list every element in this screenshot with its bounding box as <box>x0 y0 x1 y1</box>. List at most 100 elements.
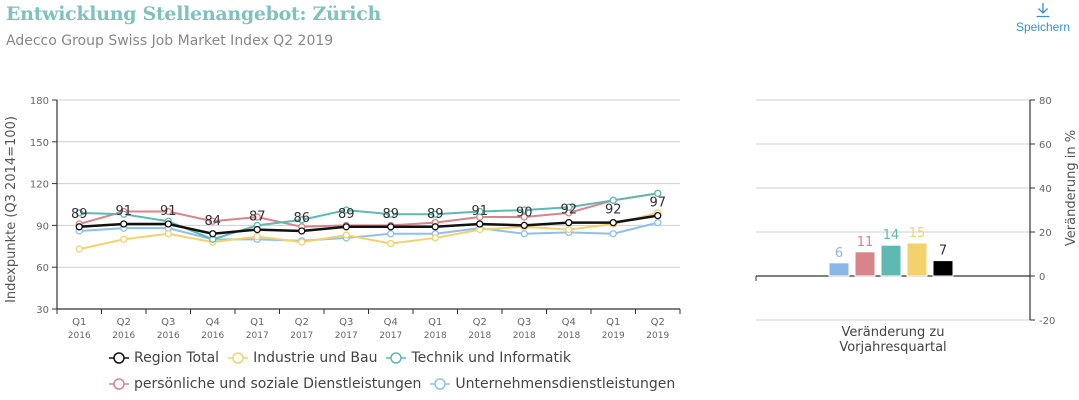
legend-label: Technik und Informatik <box>411 350 571 366</box>
data-point <box>342 231 350 239</box>
data-point <box>298 227 306 235</box>
bar-value-label: 7 <box>939 244 947 259</box>
y-tick-label: 90 <box>36 221 49 232</box>
legend-label: Region Total <box>134 350 220 366</box>
x-tick-label-quarter: Q3 <box>339 317 353 328</box>
legend-item[interactable]: persönliche und soziale Dienstleistungen <box>108 376 421 392</box>
x-tick-label-year: 2017 <box>335 331 358 341</box>
y-tick-label: 120 <box>30 180 49 191</box>
data-point <box>387 223 395 231</box>
data-point <box>75 245 83 253</box>
data-point <box>120 220 128 228</box>
y-tick-label: 40 <box>1039 184 1052 195</box>
series-line-3 <box>79 192 658 241</box>
data-point <box>520 213 528 221</box>
data-label: 92 <box>605 203 622 218</box>
x-tick-label-year: 2018 <box>468 331 491 341</box>
data-label: 86 <box>293 211 310 226</box>
x-tick-label-year: 2018 <box>557 331 580 341</box>
data-point <box>431 234 439 242</box>
legend-marker-icon <box>386 352 407 364</box>
data-point <box>520 230 528 238</box>
data-point <box>164 220 172 228</box>
line-chart: 30 60 90 120 150 180 Q1 2016 Q2 2016 Q3 2016 Q4 2016 Q… <box>4 96 681 341</box>
data-point <box>654 218 662 227</box>
data-point <box>609 218 617 227</box>
y-tick-label: 60 <box>1039 140 1052 151</box>
data-point <box>120 235 128 243</box>
data-point <box>387 230 395 238</box>
x-tick-label-year: 2017 <box>290 331 313 341</box>
legend-row: Region Total Industrie und Bau Technik und… <box>108 350 579 369</box>
bar <box>932 260 954 277</box>
x-tick-label-quarter: Q4 <box>384 317 398 328</box>
bar <box>828 262 850 277</box>
data-point <box>609 230 617 238</box>
x-tick-label-quarter: Q1 <box>250 317 264 328</box>
data-label: 91 <box>115 204 132 219</box>
data-point <box>253 232 261 241</box>
data-label: 87 <box>249 210 266 225</box>
x-tick-label-quarter: Q3 <box>517 317 531 328</box>
series-line-2 <box>78 192 658 228</box>
legend-label: persönliche und soziale Dienstleistungen <box>134 376 422 392</box>
x-axis-label-line1: Veränderung zu <box>842 325 945 340</box>
x-tick-label-year: 2019 <box>602 331 625 341</box>
data-point <box>476 220 484 228</box>
legend-item[interactable]: Unternehmensdienstleistungen <box>429 376 675 392</box>
x-tick-label-year: 2016 <box>112 331 135 341</box>
legend-marker-icon <box>109 378 129 390</box>
x-tick-label-quarter: Q4 <box>206 317 220 328</box>
x-tick-label-quarter: Q1 <box>428 317 442 328</box>
bar-value-label: 14 <box>883 228 900 243</box>
x-tick-label-year: 2019 <box>646 331 669 341</box>
data-point <box>253 225 261 234</box>
data-label: 84 <box>204 214 221 229</box>
bar <box>854 251 876 277</box>
bar-value-label: 15 <box>909 226 926 241</box>
data-point <box>654 211 662 220</box>
y-tick-label: 180 <box>30 96 49 107</box>
legend-item[interactable]: Technik und Informatik <box>385 350 571 366</box>
data-point <box>565 203 573 211</box>
chart-title: Entwicklung Stellenangebot: Zürich <box>6 3 382 25</box>
x-tick-label-quarter: Q2 <box>295 317 309 328</box>
data-point <box>431 210 439 218</box>
data-point <box>298 238 306 246</box>
data-point <box>387 239 395 248</box>
save-button[interactable]: Speichern <box>1013 2 1073 34</box>
x-tick-label-year: 2017 <box>379 331 402 341</box>
data-label: 92 <box>560 203 577 218</box>
y-tick-label: 80 <box>1039 96 1052 107</box>
x-tick-label-quarter: Q2 <box>473 317 487 328</box>
data-point <box>298 216 306 224</box>
x-tick-label-quarter: Q2 <box>651 317 665 328</box>
legend-label: Unternehmensdienstleistungen <box>455 376 676 392</box>
data-point <box>75 223 83 231</box>
data-label: 90 <box>516 205 533 220</box>
y-tick-label: -20 <box>1039 316 1055 327</box>
data-label: 89 <box>427 207 444 222</box>
legend-item[interactable]: Industrie und Bau <box>227 350 377 366</box>
y-tick-label: 0 <box>1039 272 1045 283</box>
data-point <box>253 213 261 221</box>
legend-marker-icon <box>228 352 249 364</box>
data-point <box>342 223 350 231</box>
series-line-0 <box>79 221 658 242</box>
bar-chart: -20 0 20 40 60 80 6 11 14 15 7 Veränderung zuVorjah… <box>755 96 1079 355</box>
data-label: 97 <box>649 196 666 211</box>
bar-value-label: 6 <box>835 246 843 261</box>
data-point <box>431 223 439 231</box>
data-label: 89 <box>382 207 399 222</box>
data-label: 89 <box>338 207 355 222</box>
y-tick-label: 150 <box>30 138 49 149</box>
legend-item[interactable]: Region Total <box>108 350 219 366</box>
y-axis-label: Indexpunkte (Q3 2014=100) <box>4 116 19 303</box>
x-tick-label-quarter: Q1 <box>72 317 86 328</box>
y-tick-label: 20 <box>1039 228 1052 239</box>
x-tick-label-year: 2016 <box>157 331 180 341</box>
x-tick-label-year: 2017 <box>246 331 269 341</box>
data-point <box>164 230 172 238</box>
download-icon <box>1036 3 1050 18</box>
data-point <box>520 206 528 214</box>
